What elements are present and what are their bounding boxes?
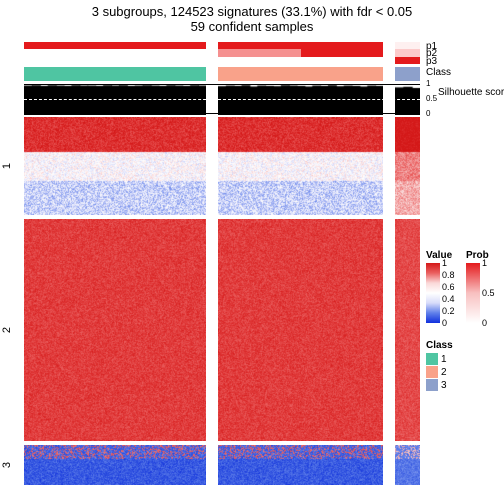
legend-tick: 0.2 (442, 306, 455, 316)
legend-swatch (426, 366, 438, 378)
silhouette-annotation (24, 84, 420, 114)
legend-gradient: 10.50 (466, 263, 480, 323)
legend-title: Class (426, 340, 453, 351)
row-group-label: 3 (1, 462, 13, 468)
legend-title: Value (426, 250, 452, 261)
row-group-label: 2 (1, 327, 13, 333)
legend-tick: 0.6 (442, 282, 455, 292)
probability-annotation (24, 42, 420, 64)
legend-tick: 0 (482, 318, 487, 328)
legend-tick: 0.5 (482, 288, 495, 298)
anno-label: p3 (426, 56, 437, 67)
legend-tick: 0 (442, 318, 447, 328)
anno-label: Class (426, 67, 451, 78)
legend-tick: 0.4 (442, 294, 455, 304)
sil-tick: 0.5 (426, 94, 437, 103)
legend-tick: 1 (442, 258, 447, 268)
legend-item: 3 (426, 379, 453, 391)
right-labels-legends: p1p2p3Class10.50Silhouette score Value10… (424, 42, 500, 500)
heatmap (24, 117, 420, 500)
row-group-label: 1 (1, 163, 13, 169)
legend-item: 1 (426, 353, 453, 365)
legend-swatch (426, 379, 438, 391)
legend-gradient: 10.80.60.40.20 (426, 263, 440, 323)
legend-label: 1 (441, 354, 447, 365)
legend-swatch (426, 353, 438, 365)
main-plot-area (24, 42, 420, 500)
legend-label: 2 (441, 367, 447, 378)
legend-item: 2 (426, 366, 453, 378)
sil-tick: 0 (426, 109, 430, 118)
chart-subtitle: 59 confident samples (0, 19, 504, 38)
class-annotation (24, 67, 420, 81)
legend-label: 3 (441, 380, 447, 391)
legend-tick: 0.8 (442, 270, 455, 280)
anno-label: Silhouette score (438, 88, 498, 97)
sil-tick: 1 (426, 79, 430, 88)
chart-title: 3 subgroups, 124523 signatures (33.1%) w… (0, 0, 504, 19)
legend-tick: 1 (482, 258, 487, 268)
